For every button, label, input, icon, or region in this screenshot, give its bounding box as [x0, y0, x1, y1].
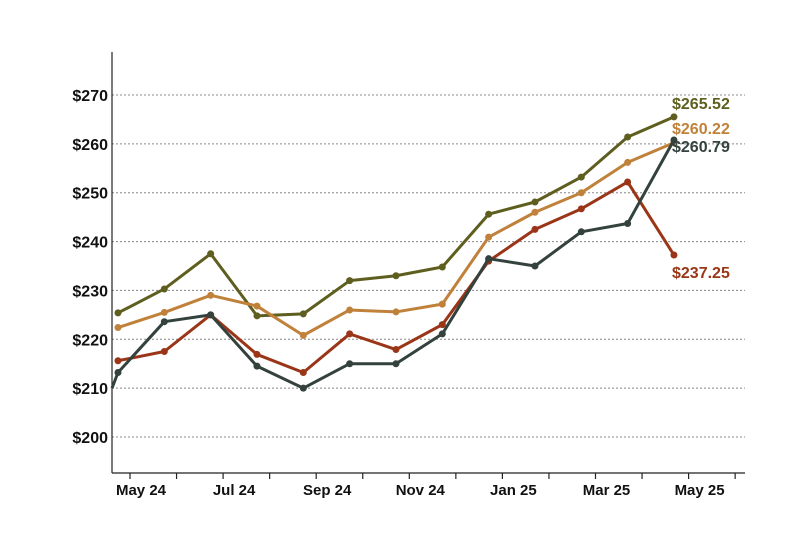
data-point — [253, 362, 261, 370]
data-point — [346, 277, 354, 285]
data-point — [577, 205, 585, 213]
data-point — [299, 369, 307, 377]
data-point — [624, 133, 632, 141]
data-point — [624, 158, 632, 166]
x-tick-label: May 24 — [116, 482, 167, 499]
data-point — [438, 321, 446, 329]
data-point — [346, 330, 354, 338]
data-point — [346, 306, 354, 314]
y-tick-label: $270 — [72, 88, 108, 105]
data-point — [670, 113, 678, 121]
end-value-label: $260.79 — [672, 139, 730, 156]
x-tick-label: May 25 — [675, 482, 725, 499]
data-point — [531, 262, 539, 270]
data-point — [438, 330, 446, 338]
data-point — [670, 251, 678, 259]
data-point — [346, 360, 354, 368]
data-point — [485, 255, 493, 263]
data-point — [577, 189, 585, 197]
x-tick-label: Jul 24 — [213, 482, 256, 499]
data-point — [207, 291, 215, 299]
data-point — [160, 308, 168, 316]
gridlines — [112, 94, 745, 438]
y-tick-label: $240 — [72, 235, 108, 252]
data-point — [392, 346, 400, 354]
x-tick-label: Jan 25 — [490, 482, 537, 499]
y-tick-label: $220 — [72, 332, 108, 349]
x-axis: May 24 Jul 24 Sep 24 Nov 24 Jan 25 Mar 25 May … — [112, 472, 745, 499]
data-point — [207, 250, 215, 258]
data-point — [485, 210, 493, 218]
x-tick-label: Sep 24 — [303, 482, 352, 499]
data-point — [299, 310, 307, 318]
series-dark — [110, 136, 678, 392]
data-point — [160, 348, 168, 355]
series-line — [117, 141, 675, 337]
data-point — [624, 178, 632, 186]
series-line — [110, 139, 676, 390]
end-value-label: $260.22 — [672, 121, 730, 138]
series-orange — [114, 139, 678, 339]
y-tick-label: $200 — [72, 430, 108, 447]
series-olive — [114, 113, 678, 320]
y-axis: $200 $210 $220 $230 $240 $250 $260 $270 — [72, 52, 113, 473]
data-point — [392, 308, 400, 316]
data-point — [577, 228, 585, 236]
data-point — [160, 318, 168, 326]
data-point — [577, 173, 585, 181]
data-point — [531, 198, 539, 206]
end-value-label: $237.25 — [672, 265, 730, 282]
y-tick-label: $230 — [72, 283, 108, 300]
data-point — [438, 263, 446, 271]
x-tick-label: Mar 25 — [583, 482, 631, 499]
data-point — [438, 300, 446, 308]
data-point — [624, 219, 632, 227]
y-tick-label: $210 — [72, 381, 108, 398]
end-value-label: $265.52 — [672, 96, 730, 113]
data-point — [485, 233, 493, 241]
data-point — [114, 357, 122, 365]
data-point — [299, 384, 307, 392]
data-point — [253, 312, 261, 320]
data-point — [253, 302, 261, 310]
x-tick-label: Nov 24 — [396, 482, 446, 499]
data-point — [114, 369, 122, 377]
data-point — [531, 225, 539, 233]
data-point — [670, 136, 678, 144]
data-point — [114, 309, 122, 317]
y-tick-label: $260 — [72, 137, 108, 154]
data-point — [299, 331, 307, 339]
end-labels: $265.52 $260.22 $237.25 $260.79 — [672, 96, 730, 282]
series-line — [117, 115, 675, 318]
series-lines — [110, 113, 678, 392]
data-point — [114, 324, 122, 332]
data-point — [207, 311, 215, 319]
data-point — [531, 208, 539, 216]
y-tick-label: $250 — [72, 186, 108, 203]
data-point — [392, 360, 400, 368]
data-point — [160, 285, 168, 293]
data-point — [392, 272, 400, 280]
data-point — [253, 350, 261, 358]
